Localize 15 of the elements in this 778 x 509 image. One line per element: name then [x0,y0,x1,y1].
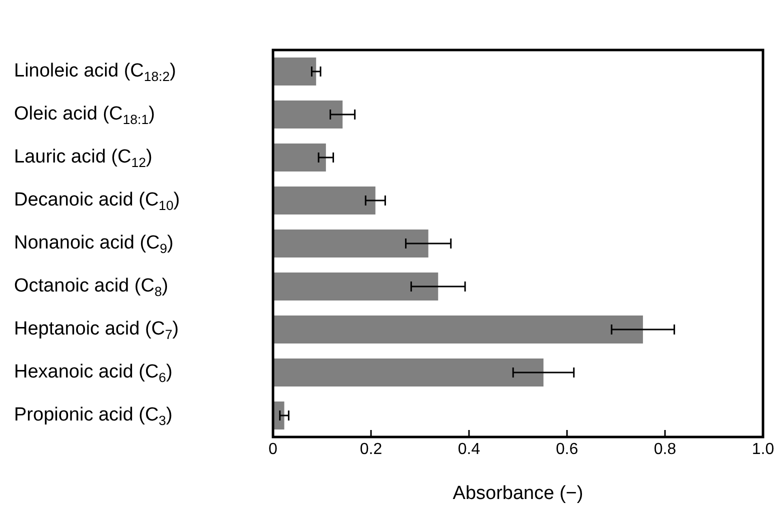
x-tick-label: 1.0 [752,441,774,458]
x-tick-label: 0.8 [654,441,676,458]
bar [273,58,316,86]
bar [273,100,343,128]
x-tick-label: 0.2 [360,441,382,458]
bar [273,316,643,344]
bar [273,230,428,258]
bar [273,358,544,386]
x-tick-label: 0.6 [556,441,578,458]
x-axis-title: Absorbance (−) [452,482,584,504]
x-tick-label: 0.4 [458,441,480,458]
bar [273,144,326,172]
bar [273,186,376,214]
x-tick-label: 0 [268,441,278,458]
bar [273,272,438,300]
